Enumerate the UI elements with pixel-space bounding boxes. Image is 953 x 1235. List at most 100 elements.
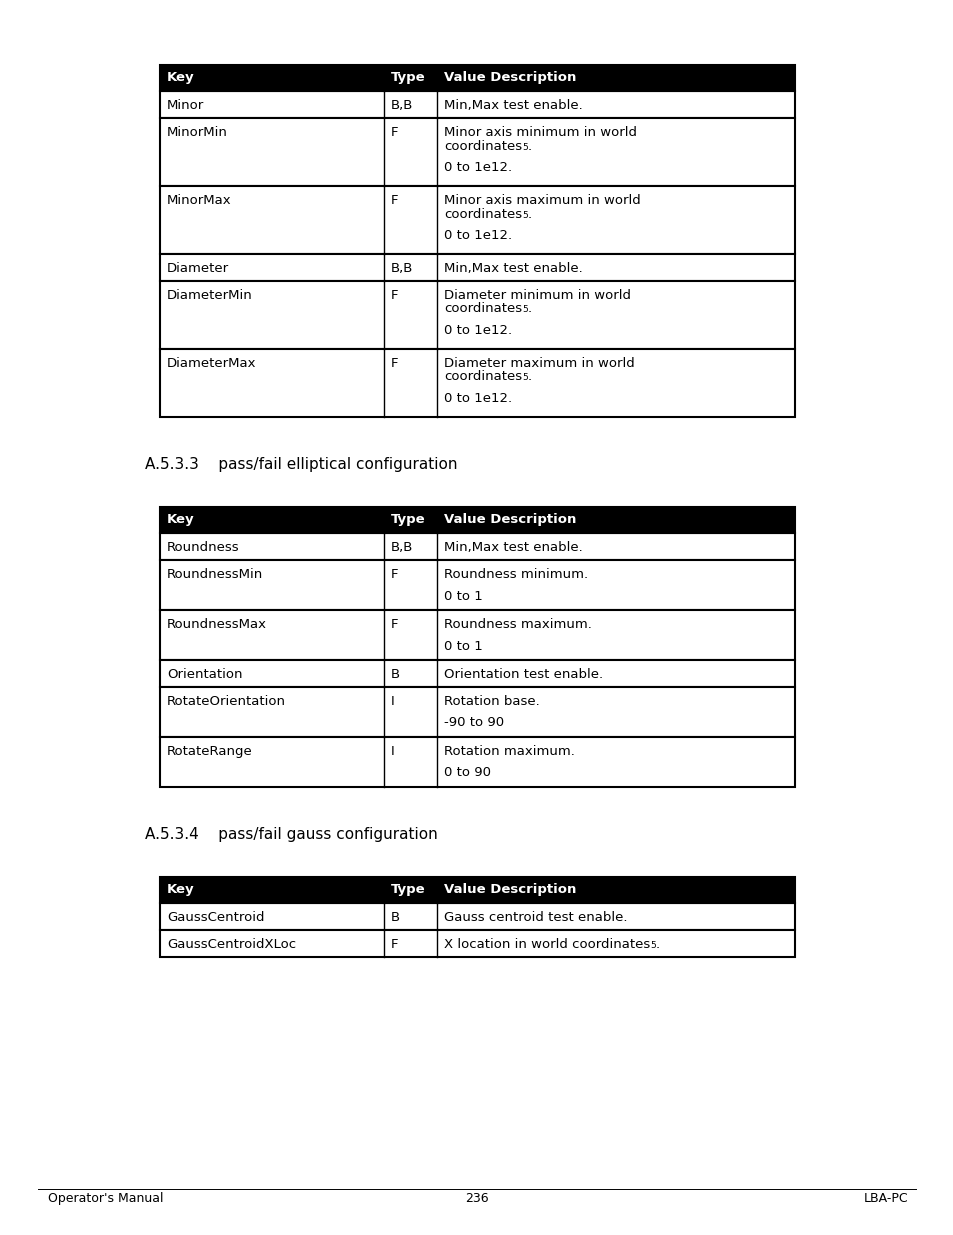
Text: DiameterMin: DiameterMin [167, 289, 253, 303]
Text: coordinates: coordinates [443, 140, 521, 152]
Text: Roundness: Roundness [167, 541, 239, 555]
Text: DiameterMax: DiameterMax [167, 357, 256, 370]
Text: -90 to 90: -90 to 90 [443, 716, 503, 730]
Bar [160, 65, 794, 91]
Text: F: F [391, 568, 398, 580]
Text: Rotation maximum.: Rotation maximum. [443, 745, 574, 758]
Bar [160, 119, 794, 186]
Text: Orientation: Orientation [167, 668, 242, 680]
Text: 5: 5 [521, 305, 527, 315]
Text: GaussCentroid: GaussCentroid [167, 911, 264, 924]
Bar [160, 254, 794, 282]
Text: RotateRange: RotateRange [167, 745, 253, 758]
Text: F: F [391, 357, 398, 370]
Text: I: I [391, 695, 395, 708]
Bar [160, 903, 794, 930]
Text: Key: Key [167, 883, 194, 897]
Bar [160, 877, 384, 903]
Text: coordinates: coordinates [443, 207, 521, 221]
Text: Roundness minimum.: Roundness minimum. [443, 568, 587, 580]
Text: Key: Key [167, 72, 194, 84]
Bar [160, 282, 794, 350]
Text: B,B: B,B [391, 262, 413, 275]
Text: GaussCentroidXLoc: GaussCentroidXLoc [167, 939, 295, 951]
Text: 0 to 90: 0 to 90 [443, 767, 491, 779]
Text: .: . [527, 207, 532, 221]
Bar [160, 737, 794, 787]
Text: Value Description: Value Description [443, 883, 576, 897]
Bar [160, 610, 794, 659]
Bar [160, 350, 794, 417]
Text: LBA-PC: LBA-PC [862, 1192, 907, 1205]
Text: F: F [391, 939, 398, 951]
Text: Type: Type [391, 883, 425, 897]
Bar [160, 687, 794, 737]
Text: Value Description: Value Description [443, 514, 576, 526]
Text: 236: 236 [465, 1192, 488, 1205]
Bar [160, 559, 794, 610]
Text: .: . [527, 370, 532, 384]
Text: 0 to 1e12.: 0 to 1e12. [443, 324, 512, 337]
Text: Minor axis maximum in world: Minor axis maximum in world [443, 194, 639, 207]
Bar [160, 186, 794, 254]
Text: Type: Type [391, 72, 425, 84]
Bar [160, 930, 794, 957]
Text: F: F [391, 126, 398, 140]
Text: MinorMax: MinorMax [167, 194, 232, 207]
Text: .: . [527, 140, 532, 152]
Text: Diameter maximum in world: Diameter maximum in world [443, 357, 634, 370]
Text: 5: 5 [521, 142, 527, 152]
Text: RoundnessMax: RoundnessMax [167, 618, 267, 631]
Text: .: . [655, 939, 659, 951]
Bar [160, 659, 794, 687]
Bar [160, 534, 794, 559]
Text: Type: Type [391, 514, 425, 526]
Text: F: F [391, 289, 398, 303]
Text: B,B: B,B [391, 541, 413, 555]
Text: MinorMin: MinorMin [167, 126, 228, 140]
Text: 0 to 1e12.: 0 to 1e12. [443, 391, 512, 405]
Text: RoundnessMin: RoundnessMin [167, 568, 263, 580]
Text: coordinates: coordinates [443, 303, 521, 315]
Text: coordinates: coordinates [443, 370, 521, 384]
Text: Roundness maximum.: Roundness maximum. [443, 618, 591, 631]
Text: 5: 5 [649, 941, 655, 950]
Text: 0 to 1: 0 to 1 [443, 589, 482, 603]
Text: 5: 5 [521, 373, 527, 383]
Bar [384, 877, 436, 903]
Bar [384, 65, 436, 91]
Bar [436, 65, 794, 91]
Bar [384, 508, 436, 534]
Bar [436, 877, 794, 903]
Bar [160, 508, 384, 534]
Text: B,B: B,B [391, 99, 413, 112]
Text: 0 to 1e12.: 0 to 1e12. [443, 228, 512, 242]
Text: Operator's Manual: Operator's Manual [48, 1192, 163, 1205]
Text: Min,Max test enable.: Min,Max test enable. [443, 541, 582, 555]
Text: Diameter minimum in world: Diameter minimum in world [443, 289, 630, 303]
Bar [160, 877, 794, 903]
Text: F: F [391, 618, 398, 631]
Text: F: F [391, 194, 398, 207]
Bar [160, 65, 384, 91]
Text: Key: Key [167, 514, 194, 526]
Text: Orientation test enable.: Orientation test enable. [443, 668, 602, 680]
Text: 0 to 1e12.: 0 to 1e12. [443, 161, 512, 174]
Text: Diameter: Diameter [167, 262, 229, 275]
Text: X location in world coordinates: X location in world coordinates [443, 939, 649, 951]
Text: 5: 5 [521, 210, 527, 220]
Text: .: . [527, 303, 532, 315]
Text: RotateOrientation: RotateOrientation [167, 695, 286, 708]
Text: Min,Max test enable.: Min,Max test enable. [443, 99, 582, 112]
Text: B: B [391, 668, 400, 680]
Text: B: B [391, 911, 400, 924]
Text: Minor: Minor [167, 99, 204, 112]
Text: Min,Max test enable.: Min,Max test enable. [443, 262, 582, 275]
Text: Value Description: Value Description [443, 72, 576, 84]
Text: Rotation base.: Rotation base. [443, 695, 539, 708]
Text: A.5.3.3    pass/fail elliptical configuration: A.5.3.3 pass/fail elliptical configurati… [145, 457, 457, 472]
Bar [160, 91, 794, 119]
Text: 0 to 1: 0 to 1 [443, 640, 482, 652]
Text: I: I [391, 745, 395, 758]
Bar [436, 508, 794, 534]
